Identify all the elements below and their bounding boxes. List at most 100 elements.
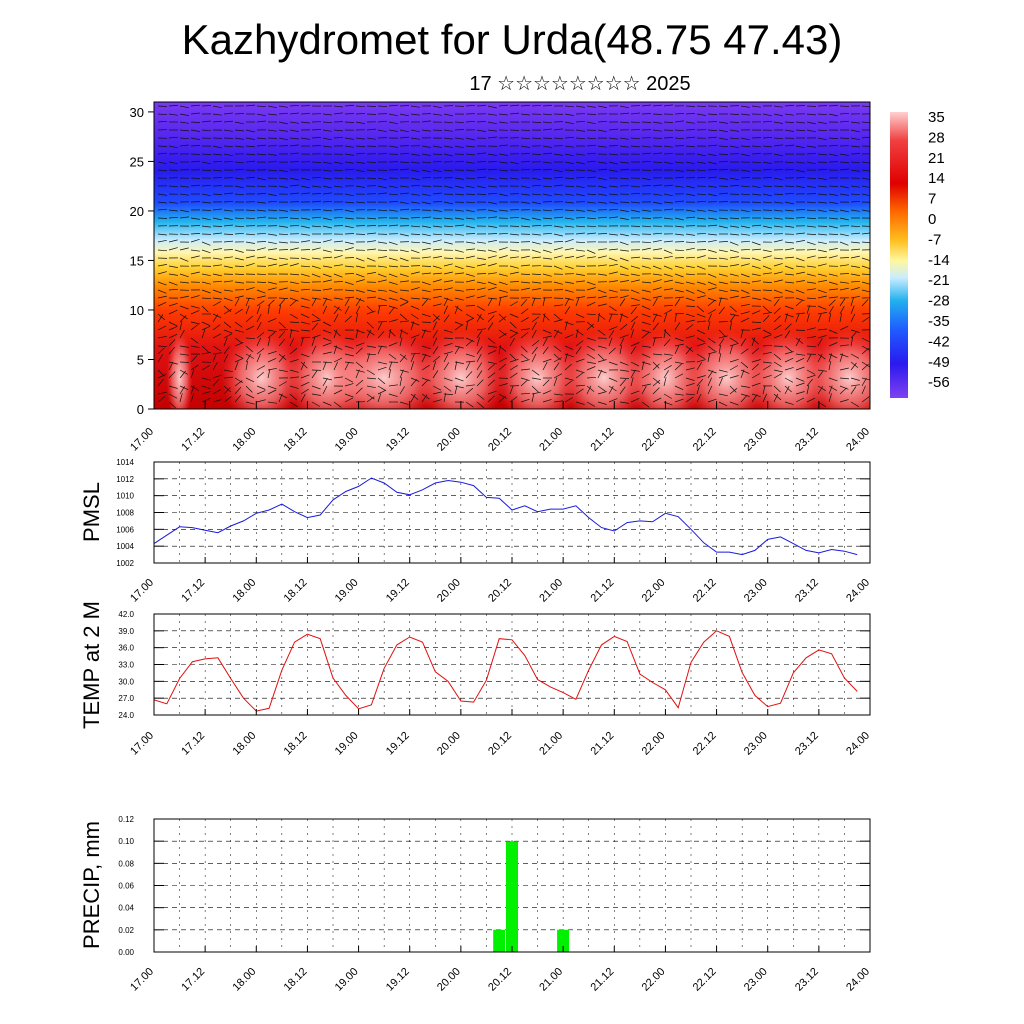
wind-barb [586, 345, 595, 351]
wind-barb [201, 184, 212, 187]
wind-barb [190, 217, 200, 220]
wind-barb [410, 225, 421, 228]
wind-barb [861, 136, 870, 139]
wind-barb [377, 345, 383, 355]
wind-barb [355, 347, 363, 355]
wind-barb [839, 233, 849, 237]
wind-barb [223, 209, 233, 212]
wind-barb [300, 192, 310, 195]
wind-barb [817, 209, 827, 213]
wind-barb [256, 216, 266, 219]
wind-barb [751, 248, 762, 251]
wind-barb [344, 121, 355, 123]
wind-barb [795, 289, 805, 294]
wind-barb [410, 271, 420, 275]
wind-barb [575, 241, 586, 244]
wind-barb [498, 313, 506, 321]
wind-barb [564, 377, 574, 381]
wind-barb [729, 145, 739, 149]
wind-barb [388, 393, 398, 397]
wind-barb [850, 225, 861, 228]
wind-barb [333, 255, 343, 259]
wind-barb [300, 137, 310, 140]
wind-barb [256, 300, 265, 307]
wind-barb [553, 329, 563, 335]
wind-barb [311, 185, 321, 188]
wind-barb [223, 200, 234, 203]
wind-barb [300, 353, 310, 358]
wind-barb [817, 201, 827, 204]
wind-barb [564, 209, 575, 211]
wind-barb [278, 381, 287, 387]
wind-barb [828, 313, 832, 323]
wind-barb [773, 168, 784, 171]
wind-barb [784, 401, 794, 405]
wind-barb [531, 369, 540, 376]
wind-barb [586, 401, 595, 407]
wind-barb [817, 256, 827, 259]
wind-barb [729, 388, 738, 395]
wind-barb [245, 337, 256, 340]
wind-barb [531, 217, 541, 221]
wind-barb [773, 324, 782, 331]
wind-barb [432, 256, 442, 259]
wind-barb [619, 377, 630, 379]
wind-barb [366, 310, 376, 315]
wind-barb [520, 193, 530, 196]
wind-barb [718, 329, 726, 337]
wind-barb [751, 224, 762, 227]
x-tick-label: 23.12 [793, 426, 821, 454]
wind-barb [674, 281, 684, 285]
wind-barb [333, 136, 344, 139]
wind-barb [234, 297, 240, 307]
colorbar-label: 35 [928, 109, 945, 126]
wind-barb [212, 301, 221, 307]
wind-barb [850, 386, 857, 395]
y-tick-label: 10 [130, 303, 144, 318]
wind-barb [311, 401, 320, 407]
wind-barb [322, 337, 332, 342]
wind-barb [751, 169, 762, 172]
wind-barb [553, 393, 563, 396]
wind-barb [586, 353, 595, 359]
wind-barb [817, 263, 827, 267]
wind-barb [740, 169, 750, 172]
wind-barb [795, 329, 806, 331]
x-tick-label: 22.12 [691, 426, 719, 454]
wind-barb [311, 161, 322, 163]
wind-barb [234, 257, 244, 261]
wind-barb [784, 385, 792, 393]
x-tick-label: 17.00 [128, 966, 156, 994]
wind-barb [344, 298, 350, 307]
wind-barb [674, 343, 684, 347]
x-tick-label: 18.12 [282, 426, 310, 454]
wind-barb [454, 297, 464, 301]
wind-barb [311, 257, 321, 260]
wind-barb [190, 160, 201, 163]
wind-barb [344, 265, 354, 268]
wind-barbs [157, 104, 870, 409]
wind-barb [531, 353, 537, 363]
wind-barb [597, 105, 607, 108]
wind-barb [597, 295, 607, 299]
wind-barb [399, 329, 403, 339]
wind-barb [553, 255, 563, 259]
wind-barb [388, 342, 398, 347]
colorbar-label: 0 [928, 211, 936, 228]
wind-barb [201, 377, 211, 381]
wind-barb [399, 249, 409, 253]
wind-barb [663, 288, 673, 291]
wind-barb [795, 271, 805, 275]
wind-barb [377, 209, 388, 211]
wind-barb [652, 184, 662, 187]
wind-barb [465, 185, 475, 189]
wind-barb [443, 280, 453, 283]
wind-barb [663, 273, 673, 277]
wind-barb [795, 280, 805, 283]
x-tick-label: 21.12 [588, 577, 616, 605]
wind-barb [421, 377, 431, 382]
wind-barb [597, 385, 606, 392]
wind-barb [410, 184, 421, 187]
wind-barb [388, 145, 398, 148]
wind-barb [399, 105, 410, 107]
